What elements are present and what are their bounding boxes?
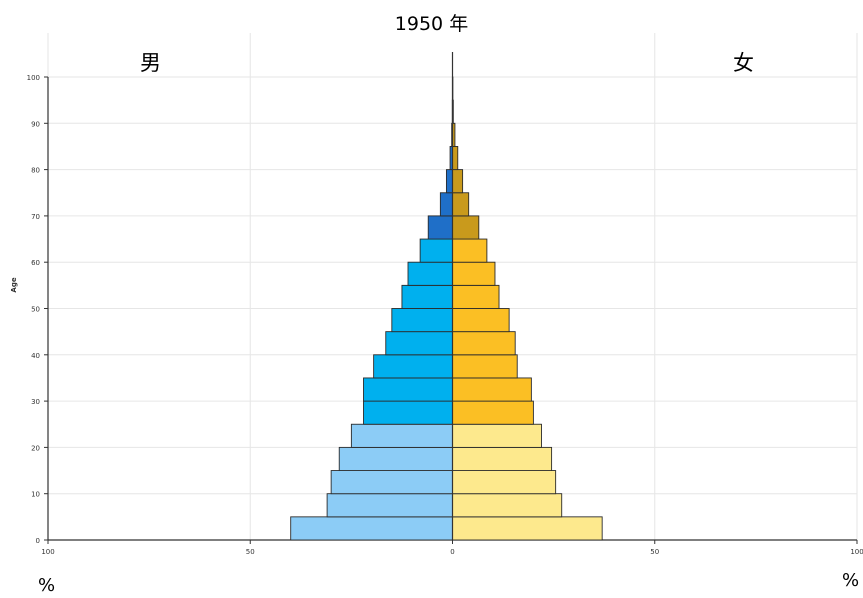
- female-bar: [452, 331, 516, 356]
- y-tick-label: 70: [31, 213, 40, 221]
- male-bar: [407, 261, 453, 286]
- male-bar: [326, 493, 453, 518]
- female-bar: [452, 145, 459, 171]
- male-bar: [419, 238, 453, 263]
- female-bar: [452, 470, 557, 495]
- male-bar: [427, 215, 453, 240]
- female-label: 女: [733, 51, 754, 75]
- x-unit-left: %: [38, 575, 56, 596]
- male-bar: [330, 470, 453, 495]
- x-tick-label: 100: [41, 548, 54, 556]
- female-bar: [452, 169, 464, 194]
- y-tick-label: 90: [31, 120, 40, 128]
- y-tick-label: 80: [31, 167, 40, 175]
- male-bar: [401, 284, 453, 309]
- male-bar: [363, 377, 453, 402]
- x-tick-label: 100: [850, 548, 863, 556]
- female-bar: [452, 261, 496, 286]
- y-tick-label: 50: [31, 306, 40, 314]
- y-tick-label: 60: [31, 259, 40, 267]
- female-bar: [452, 354, 518, 379]
- female-bar: [452, 400, 534, 425]
- male-bar: [445, 169, 453, 194]
- male-bar: [439, 192, 453, 217]
- y-tick-label: 20: [31, 444, 40, 452]
- male-bar: [290, 516, 453, 541]
- female-bar: [452, 308, 510, 333]
- chart-title: 1950 年: [394, 13, 469, 35]
- x-tick-label: 50: [650, 548, 659, 556]
- x-tick-label: 50: [246, 548, 255, 556]
- male-label: 男: [140, 51, 161, 75]
- female-bar: [452, 446, 553, 471]
- y-tick-label: 0: [36, 537, 40, 545]
- y-tick-label: 40: [31, 352, 40, 360]
- male-bar: [350, 423, 453, 448]
- y-tick-label: 10: [31, 491, 40, 499]
- female-bar: [452, 423, 542, 448]
- female-bar: [452, 493, 563, 518]
- y-axis-title: Age: [10, 277, 18, 292]
- female-bar: [452, 284, 500, 309]
- x-unit-right: %: [842, 570, 860, 591]
- female-bar: [452, 215, 480, 240]
- male-bar: [363, 400, 453, 425]
- male-bar: [385, 331, 453, 356]
- male-bar: [373, 354, 453, 379]
- female-bar: [452, 238, 488, 263]
- male-bar: [338, 446, 453, 471]
- male-bar: [391, 308, 453, 333]
- female-bar: [452, 516, 603, 541]
- y-tick-label: 30: [31, 398, 40, 406]
- female-bar: [452, 192, 470, 217]
- female-bar: [452, 377, 532, 402]
- y-tick-label: 100: [27, 74, 40, 82]
- x-tick-label: 0: [450, 548, 454, 556]
